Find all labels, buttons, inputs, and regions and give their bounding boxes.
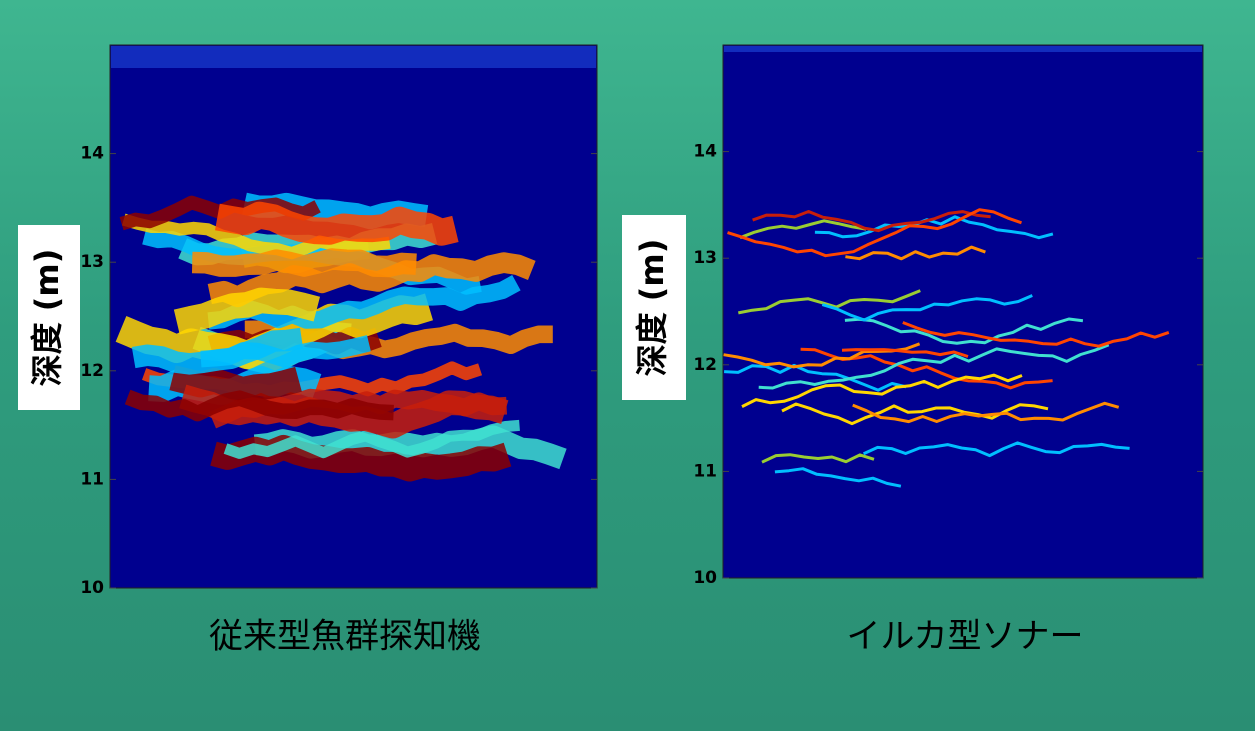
y-tick-label: 10	[693, 568, 717, 588]
slide: 10 11 12 13 14 深度 (m) 従来型魚群探知機 10 11 12 13 14 深度 (m)…	[0, 0, 1255, 731]
y-tick-label: 12	[693, 355, 717, 375]
y-tick-label: 14	[80, 144, 104, 164]
y-tick-label: 11	[80, 469, 104, 489]
y-tick-label: 12	[80, 361, 104, 381]
echo-trace	[192, 259, 416, 267]
plot-area	[723, 45, 1203, 578]
chart: 10 11 12 13 14 深度 (m) 従来型魚群探知機 10 11 12 13 14 深度 (m)…	[0, 0, 1255, 731]
y-tick-label: 13	[80, 252, 104, 272]
surface-echo	[111, 46, 596, 68]
chart-title: 従来型魚群探知機	[209, 617, 481, 657]
y-tick-label: 10	[80, 578, 104, 598]
echo-trace	[217, 215, 455, 232]
surface-echo	[724, 46, 1202, 52]
y-axis-label: 深度 (m)	[28, 249, 66, 387]
y-tick-label: 11	[693, 461, 717, 481]
y-tick-label: 14	[693, 142, 717, 162]
chart-title: イルカ型ソナー	[847, 617, 1084, 657]
y-axis-label: 深度 (m)	[633, 239, 671, 377]
y-tick-label: 13	[693, 248, 717, 268]
